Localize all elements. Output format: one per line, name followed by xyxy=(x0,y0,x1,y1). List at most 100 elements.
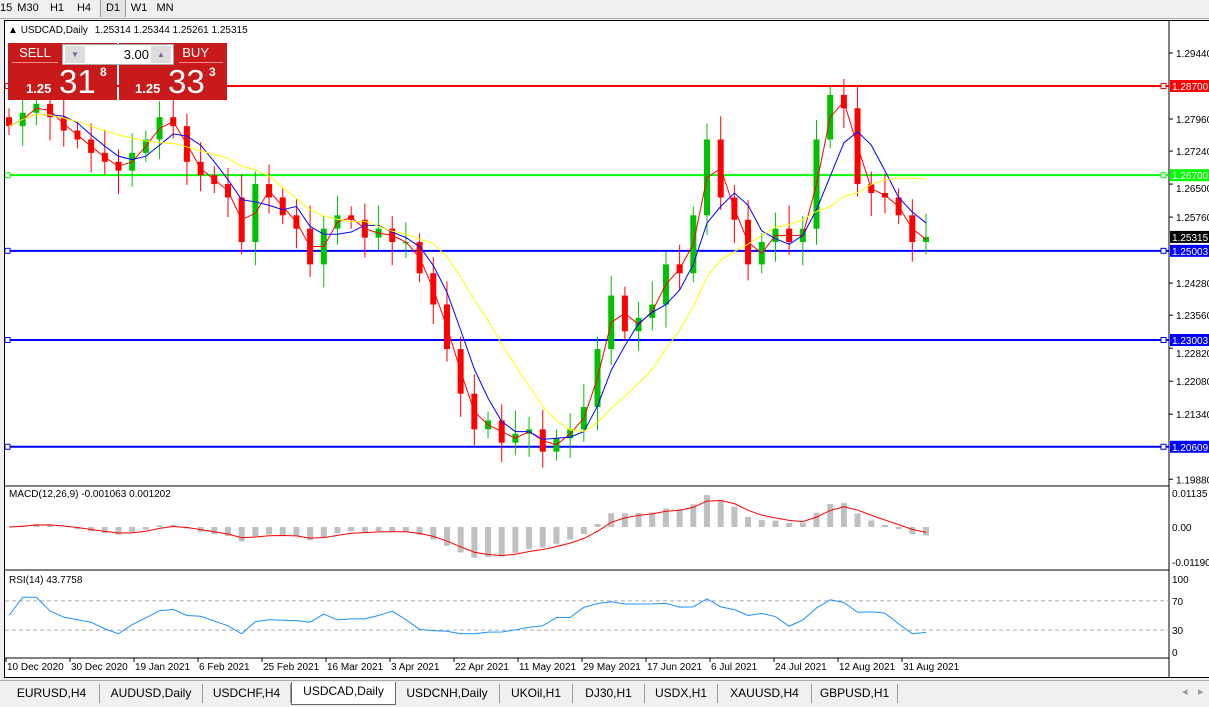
chart-tab[interactable]: XAUUSD,H4 xyxy=(718,684,812,703)
level-handle xyxy=(1161,444,1166,449)
macd-histogram-bar xyxy=(581,527,587,534)
chart-title: ▲ USDCAD,Daily 1.25314 1.25344 1.25261 1… xyxy=(8,25,248,36)
candle xyxy=(512,411,518,456)
level-price-label: 1.25003 xyxy=(1172,247,1209,258)
chart-tab[interactable]: USDCNH,Daily xyxy=(395,684,500,703)
macd-histogram-bar xyxy=(376,527,382,531)
candle xyxy=(745,200,751,280)
macd-histogram-bar xyxy=(471,527,477,558)
candle xyxy=(526,417,532,457)
level-price-label: 1.26700 xyxy=(1172,171,1209,182)
sell-button[interactable]: SELL xyxy=(12,43,58,63)
candle xyxy=(403,222,409,258)
chart-tab[interactable]: GBPUSD,H1 xyxy=(812,684,898,703)
price-tick-label: 1.22080 xyxy=(1176,377,1209,388)
price-tick-label: 1.21340 xyxy=(1176,410,1209,421)
macd-histogram-bar xyxy=(348,527,354,531)
macd-histogram-bar xyxy=(896,527,902,529)
candle xyxy=(102,130,108,175)
date-tick-label: 12 Aug 2021 xyxy=(839,662,896,673)
level-handle xyxy=(5,338,10,343)
price-tick-label: 1.22820 xyxy=(1176,349,1209,360)
date-tick-label: 10 Dec 2020 xyxy=(7,662,64,673)
candle xyxy=(389,216,395,265)
date-tick-label: 19 Jan 2021 xyxy=(135,662,190,673)
timeframe-d1[interactable]: D1 xyxy=(100,0,126,17)
chart-tab[interactable]: USDCHF,H4 xyxy=(203,684,291,703)
timeframe-15[interactable]: 15 xyxy=(0,0,10,17)
macd-histogram-bar xyxy=(553,527,559,544)
candle xyxy=(307,205,313,276)
rsi-tick-label: 30 xyxy=(1172,626,1184,637)
macd-histogram-bar xyxy=(786,523,792,527)
level-handle xyxy=(5,248,10,253)
macd-histogram-bar xyxy=(608,513,614,527)
scroll-right-icon[interactable]: ▸ xyxy=(1198,685,1204,698)
chart-tab[interactable]: UKOil,H1 xyxy=(500,684,573,703)
timeframe-h1[interactable]: H1 xyxy=(47,0,67,17)
date-tick-label: 11 May 2021 xyxy=(519,662,577,673)
macd-histogram-bar xyxy=(814,513,820,527)
timeframe-w1[interactable]: W1 xyxy=(128,0,150,17)
chart-tab[interactable]: DJ30,H1 xyxy=(573,684,645,703)
price-tick-label: 1.27240 xyxy=(1176,147,1209,158)
timeframe-mn[interactable]: MN xyxy=(154,0,176,17)
macd-histogram-bar xyxy=(485,527,491,557)
macd-histogram-bar xyxy=(321,527,327,537)
date-tick-label: 30 Dec 2020 xyxy=(71,662,128,673)
price-chart[interactable]: 1.294401.279601.272401.265001.257601.242… xyxy=(5,21,1209,677)
date-tick-label: 16 Mar 2021 xyxy=(327,662,384,673)
rsi-tick-label: 0 xyxy=(1172,648,1178,659)
macd-histogram-bar xyxy=(882,525,888,527)
chart-tab[interactable]: USDCAD,Daily xyxy=(291,682,396,705)
lot-size-input[interactable]: 3.00 xyxy=(124,47,149,62)
macd-histogram-bar xyxy=(458,527,464,552)
slow-moving-average xyxy=(9,114,926,431)
macd-histogram-bar xyxy=(334,527,340,533)
candle xyxy=(430,257,436,324)
date-tick-label: 24 Jul 2021 xyxy=(775,662,827,673)
level-handle xyxy=(1161,173,1166,178)
scroll-left-icon[interactable]: ◂ xyxy=(1182,685,1188,698)
macd-histogram-bar xyxy=(718,500,724,527)
increase-lot-button[interactable]: ▲ xyxy=(151,46,171,63)
candle xyxy=(321,216,327,287)
macd-histogram-bar xyxy=(595,524,601,527)
date-tick-label: 25 Feb 2021 xyxy=(263,662,320,673)
macd-histogram-bar xyxy=(266,527,272,535)
macd-histogram-bar xyxy=(772,521,778,527)
chart-tab[interactable]: AUDUSD,Daily xyxy=(100,684,203,703)
chart-tab[interactable]: EURUSD,H4 xyxy=(4,684,100,703)
candle xyxy=(334,196,340,245)
date-tick-label: 29 May 2021 xyxy=(583,662,641,673)
level-price-label: 1.20609 xyxy=(1172,443,1209,454)
buy-button[interactable]: BUY xyxy=(179,43,223,63)
decrease-lot-button[interactable]: ▼ xyxy=(65,46,85,63)
candle xyxy=(800,216,806,265)
rsi-line xyxy=(9,597,926,634)
chart-tab[interactable]: USDX,H1 xyxy=(645,684,718,703)
macd-histogram-bar xyxy=(567,527,573,540)
lot-size-stepper[interactable]: ▼ 3.00 ▲ xyxy=(62,44,174,65)
price-tick-label: 1.19880 xyxy=(1176,475,1209,486)
macd-tick-label: -0.01190 xyxy=(1172,558,1209,569)
date-tick-label: 6 Jul 2021 xyxy=(711,662,758,673)
timeframe-m30[interactable]: M30 xyxy=(14,0,42,17)
macd-histogram-bar xyxy=(143,527,149,530)
collapse-triangle-icon[interactable]: ▲ xyxy=(8,25,18,36)
date-tick-label: 3 Apr 2021 xyxy=(391,662,440,673)
date-tick-label: 6 Feb 2021 xyxy=(199,662,250,673)
candle xyxy=(6,108,12,135)
price-tick-label: 1.29440 xyxy=(1176,49,1209,60)
macd-histogram-bar xyxy=(526,527,532,549)
timeframe-h4[interactable]: H4 xyxy=(74,0,94,17)
level-handle xyxy=(5,444,10,449)
level-handle xyxy=(1161,338,1166,343)
macd-histogram-bar xyxy=(731,507,737,527)
level-price-label: 1.23003 xyxy=(1172,336,1209,347)
candle xyxy=(471,374,477,445)
level-handle xyxy=(1161,248,1166,253)
macd-histogram-bar xyxy=(403,527,409,532)
candle xyxy=(20,97,26,146)
